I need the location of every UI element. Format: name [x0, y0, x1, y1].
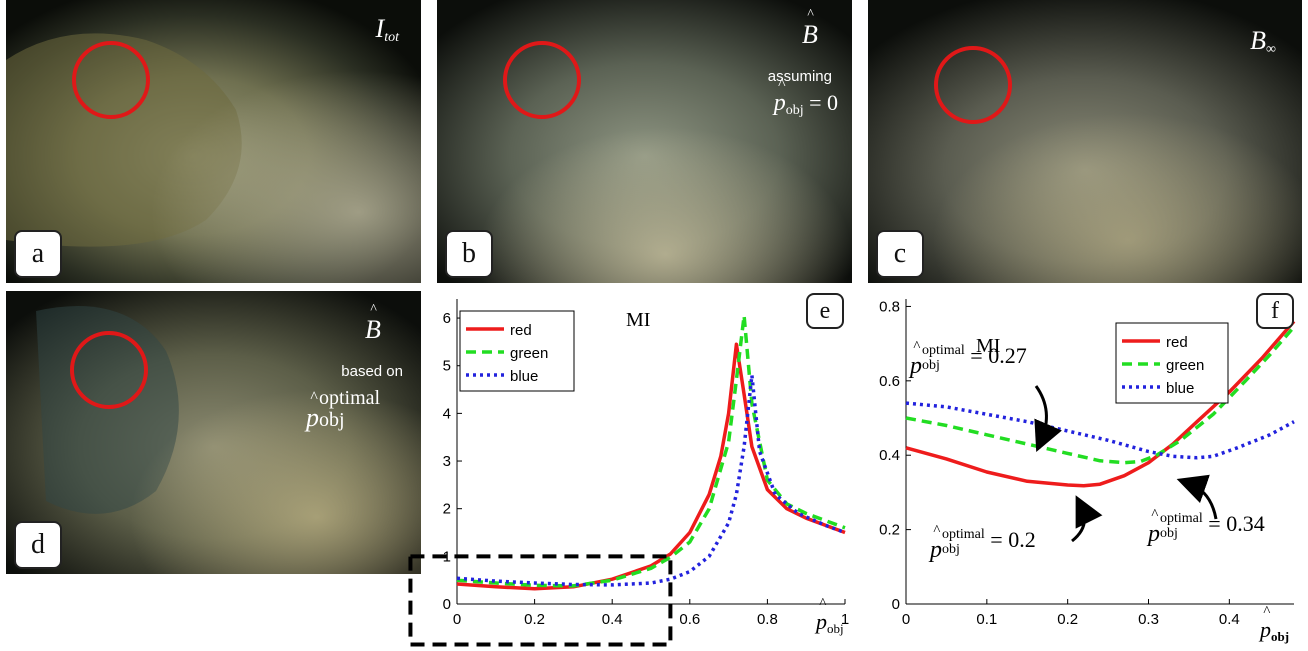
panel-f-letter: f — [1256, 293, 1294, 329]
plot-f-xtick-label: 0.3 — [1138, 611, 1159, 628]
photo-b — [437, 0, 852, 283]
panel-f-xlabel: ^ pobj — [1260, 604, 1290, 645]
plot-e-ytick-label: 0 — [443, 596, 451, 613]
annotation-blue-optimal: ^ p optimal obj = 0.34 — [1148, 507, 1265, 547]
panel-a: Itot a — [6, 0, 421, 283]
highlight-circle-b — [503, 41, 581, 119]
plot-e-xtick-label: 1 — [841, 611, 849, 628]
panel-f: 0 0.1 0.2 0.3 0.4 0 0.2 0.4 0.6 0.8 red green blue f… — [876, 291, 1308, 651]
plot-f-legend-label-red: red — [1166, 334, 1188, 351]
plot-f-ytick-label: 0.6 — [879, 373, 900, 390]
photo-a — [6, 0, 421, 283]
plot-f-ytick-label: 0.4 — [879, 447, 900, 464]
panel-d: ^ B based on ^ p optimal obj d — [6, 291, 421, 574]
plot-f-xtick-label: 0.4 — [1219, 611, 1240, 628]
panel-e-title: MI — [626, 309, 651, 331]
plot-f-legend-label-green: green — [1166, 357, 1204, 374]
panel-c-label: B∞ — [1250, 26, 1276, 58]
arrow-blue-optimal — [1176, 474, 1218, 520]
plot-e-ytick-label: 5 — [443, 358, 451, 375]
panel-b-caption: assuming — [767, 68, 832, 85]
plot-f-xtick-label: 0 — [902, 611, 910, 628]
panel-e: 0 0.2 0.4 0.6 0.8 1 0 1 2 3 4 5 6 red green blue e MI ^… — [408, 291, 870, 651]
plot-f-xtick-label: 0.2 — [1057, 611, 1078, 628]
plot-e-xtick-label: 0.2 — [524, 611, 545, 628]
photo-d — [6, 291, 421, 574]
highlight-circle-c — [934, 46, 1012, 124]
panel-e-letter: e — [806, 293, 844, 329]
plot-e-legend-label-green: green — [510, 345, 548, 362]
plot-e-xtick-label: 0.6 — [679, 611, 700, 628]
plot-f-ytick-label: 0 — [892, 596, 900, 613]
plot-e-ytick-label: 4 — [443, 405, 451, 422]
panel-d-caption: based on — [341, 363, 403, 380]
plot-e-series-green — [456, 313, 846, 588]
plot-e-series-blue — [456, 373, 846, 587]
plot-e-ytick-label: 6 — [443, 310, 451, 327]
plot-f-legend-label-blue: blue — [1166, 380, 1194, 397]
plot-f-xtick-label: 0.1 — [976, 611, 997, 628]
panel-b-label: ^ B — [802, 7, 818, 50]
plot-f-legend — [1115, 322, 1229, 404]
plot-e-series-red — [456, 342, 846, 591]
annotation-green-optimal: ^ p optimal obj = 0.27 — [910, 339, 1027, 379]
panel-b: ^ B assuming ^ pobj = 0 b — [437, 0, 852, 283]
annotation-red-optimal: ^ p optimal obj = 0.2 — [930, 523, 1036, 563]
panel-a-letter: a — [14, 230, 62, 278]
highlight-circle-a — [72, 41, 150, 119]
plot-f-ytick-label: 0.2 — [879, 522, 900, 539]
plot-e-ytick-label: 3 — [443, 453, 451, 470]
panel-b-formula: ^ pobj = 0 — [773, 76, 838, 119]
arrow-green-optimal — [1034, 385, 1062, 453]
plot-e-ytick-label: 1 — [443, 548, 451, 565]
plot-e-legend — [459, 310, 575, 392]
chart-e: 0 0.2 0.4 0.6 0.8 1 0 1 2 3 4 5 6 red green blue — [408, 299, 849, 647]
panel-c: B∞ c — [868, 0, 1302, 283]
arrow-red-optimal — [1071, 495, 1103, 543]
plot-f-series-blue — [905, 401, 1295, 460]
panel-d-letter: d — [14, 521, 62, 569]
plot-f-series-green — [905, 325, 1296, 465]
photo-c — [868, 0, 1302, 283]
panel-f-title: MI — [976, 335, 1001, 357]
panel-d-label: ^ B — [365, 302, 381, 345]
plot-e-legend-label-red: red — [510, 322, 532, 339]
plot-f-ytick-label: 0.8 — [879, 298, 900, 315]
panel-e-xlabel: ^ pobj — [816, 596, 844, 637]
highlight-circle-d — [70, 331, 148, 409]
panel-c-letter: c — [876, 230, 924, 278]
panel-a-label: Itot — [375, 14, 399, 46]
panel-d-formula: ^ p optimal obj — [306, 387, 381, 432]
chart-f: 0 0.1 0.2 0.3 0.4 0 0.2 0.4 0.6 0.8 red green blue — [879, 298, 1296, 628]
panel-b-letter: b — [445, 230, 493, 278]
plot-e-legend-label-blue: blue — [510, 368, 538, 385]
plot-e-xtick-label: 0.4 — [602, 611, 623, 628]
plot-e-xtick-label: 0.8 — [757, 611, 778, 628]
plot-e-xtick-label: 0 — [453, 611, 461, 628]
plot-e-ytick-label: 2 — [443, 501, 451, 518]
